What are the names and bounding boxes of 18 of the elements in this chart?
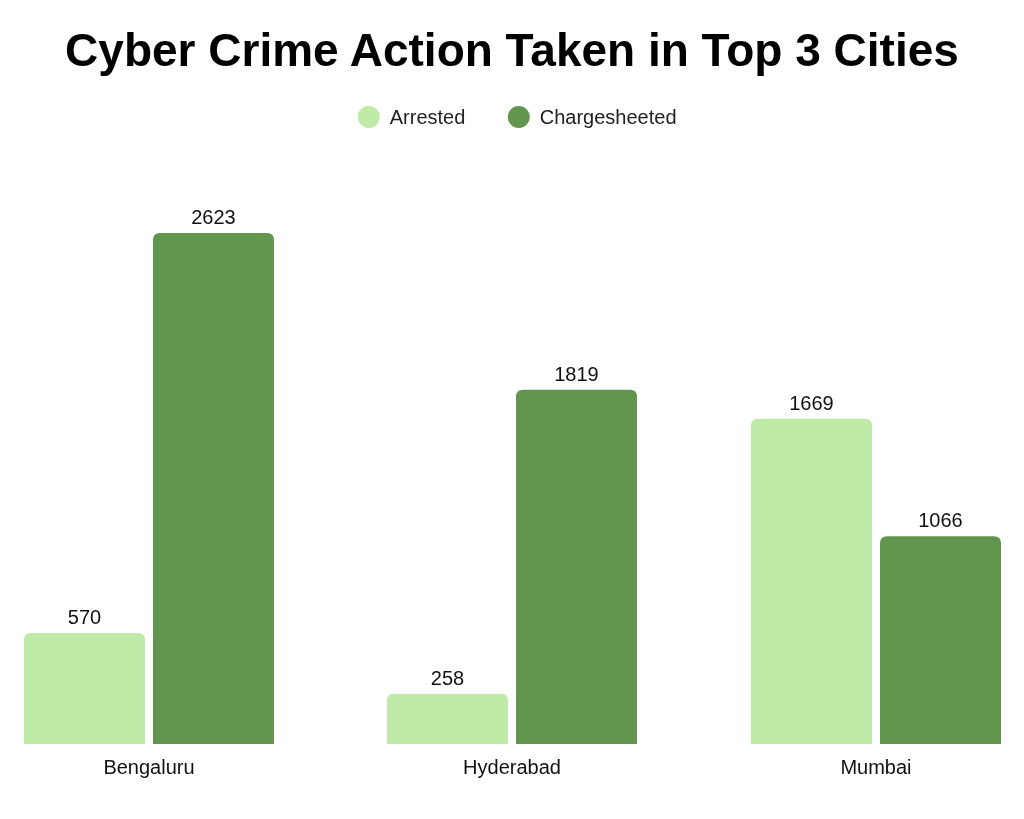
bar [516, 389, 637, 744]
bar [24, 632, 145, 744]
data-label: 570 [67, 605, 102, 628]
x-tick-label: Hyderabad [463, 756, 561, 778]
x-tick-label: Mumbai [840, 756, 912, 778]
x-tick-label: Bengaluru [103, 756, 195, 778]
legend-label: Arrested [389, 106, 466, 128]
legend-label: Chargesheeted [539, 106, 677, 128]
data-label: 258 [430, 666, 465, 689]
bar [751, 418, 872, 744]
bar [880, 536, 1001, 744]
data-label: 1066 [918, 509, 963, 532]
data-label: 1669 [789, 391, 834, 414]
data-label: 1819 [554, 362, 599, 385]
bar [153, 233, 274, 744]
data-label: 2623 [191, 206, 236, 228]
chart-title: Cyber Crime Action Taken in Top 3 Cities [65, 24, 959, 76]
bar [387, 693, 508, 744]
